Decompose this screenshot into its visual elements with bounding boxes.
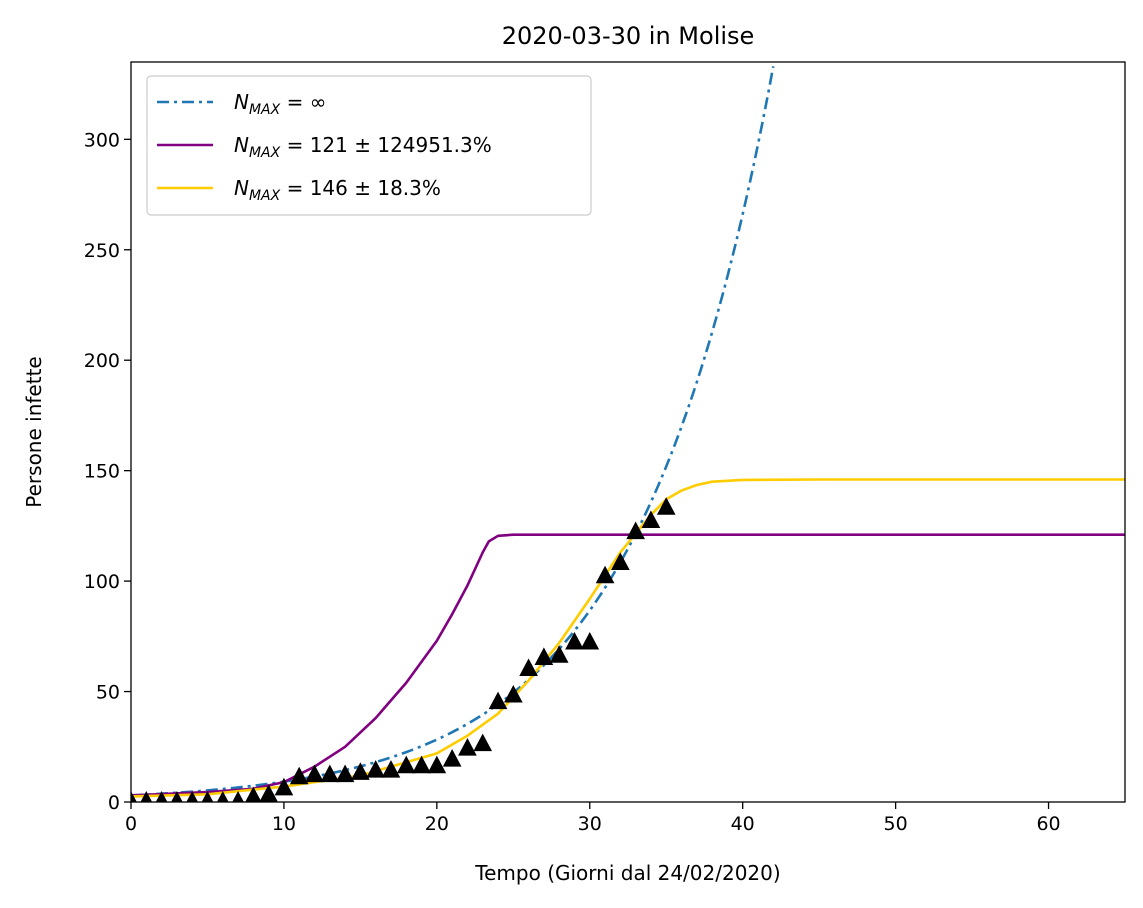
y-tick-label: 300	[84, 129, 120, 151]
data-point	[503, 684, 523, 703]
y-tick-label: 0	[108, 792, 120, 814]
data-point	[534, 647, 554, 665]
x-tick-label: 50	[884, 813, 908, 835]
legend: NMAX = ∞ NMAX = 121 ± 124951.3% NMAX = 146…	[146, 75, 592, 216]
data-point	[473, 733, 493, 752]
data-point	[580, 631, 600, 650]
x-tick-label: 0	[125, 813, 137, 835]
data-point	[611, 552, 630, 571]
x-tick-label: 30	[578, 813, 602, 835]
x-tick-label: 40	[731, 813, 755, 835]
data-point	[595, 565, 615, 584]
data-point	[412, 755, 431, 774]
x-axis: 0 10 20 30 40 50 60	[125, 802, 1061, 835]
x-tick-label: 10	[272, 813, 296, 835]
data-point	[305, 764, 324, 783]
y-tick-label: 200	[84, 350, 120, 372]
data-point	[131, 791, 137, 802]
data-point	[155, 791, 168, 802]
y-tick-label: 250	[84, 240, 120, 262]
data-point	[274, 777, 294, 796]
legend-label-2: NMAX = 121 ± 124951.3%	[234, 133, 492, 161]
data-point	[335, 764, 355, 783]
y-axis-label: Persone infette	[22, 356, 46, 507]
data-point	[488, 691, 508, 710]
series-line-3	[131, 478, 1125, 798]
data-point	[396, 755, 416, 774]
data-point	[641, 510, 661, 529]
data-point	[289, 766, 309, 785]
data-point	[442, 749, 462, 767]
data-point	[351, 762, 370, 780]
data-point	[216, 791, 229, 802]
data-point	[458, 737, 477, 756]
y-axis: 0 50 100 150 200 250 300	[84, 129, 131, 814]
x-axis-label: Tempo (Giorni dal 24/02/2020)	[474, 861, 780, 885]
data-point	[366, 760, 386, 778]
legend-label-3: NMAX = 146 ± 18.3%	[234, 176, 441, 204]
data-point	[171, 791, 183, 802]
y-tick-label: 150	[84, 461, 120, 483]
data-point	[519, 658, 538, 677]
chart-title: 2020-03-30 in Molise	[502, 22, 755, 50]
x-tick-label: 20	[425, 813, 449, 835]
data-point	[549, 645, 569, 663]
legend-box	[146, 75, 592, 216]
data-point	[656, 497, 676, 515]
x-tick-label: 60	[1036, 813, 1060, 835]
plot-frame	[130, 61, 1126, 803]
series-line-1	[131, 66, 775, 797]
data-point	[320, 764, 340, 783]
data-point	[201, 791, 214, 802]
data-point	[565, 631, 584, 650]
data-point	[232, 791, 244, 802]
legend-label-1: NMAX = ∞	[234, 90, 326, 118]
data-point	[186, 791, 199, 802]
data-point	[245, 786, 262, 802]
data-point	[626, 521, 645, 540]
data-point	[427, 755, 447, 774]
data-point	[140, 791, 153, 802]
y-tick-label: 50	[96, 682, 120, 704]
observation-markers	[131, 497, 676, 802]
y-tick-label: 100	[84, 571, 120, 593]
data-point	[381, 760, 401, 778]
series-line-2	[131, 533, 1125, 797]
